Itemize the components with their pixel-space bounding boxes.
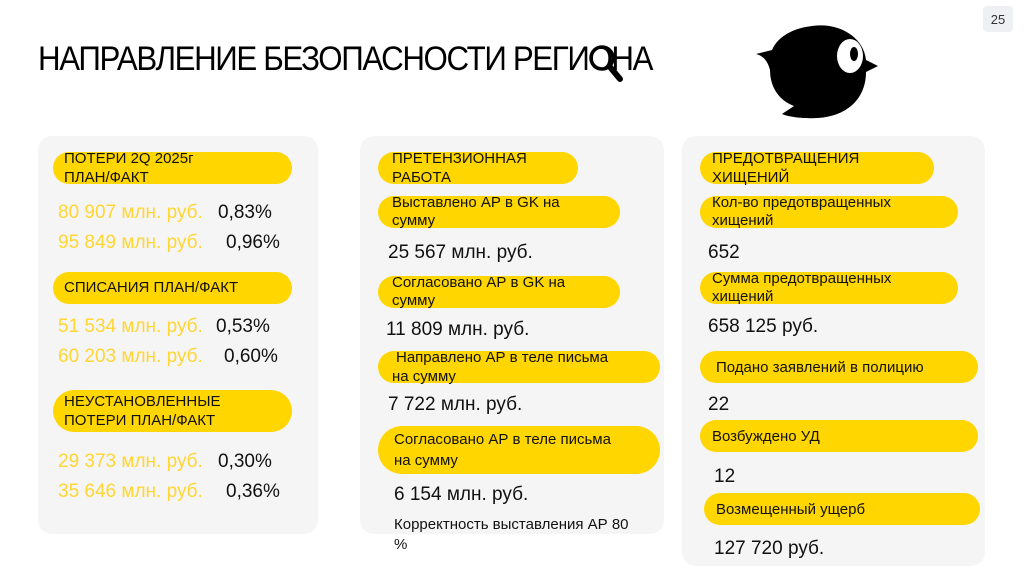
theft-item-pill	[704, 493, 980, 525]
losses-header-line1: ПОТЕРИ 2Q 2025г	[64, 150, 194, 167]
claims-item-value: 7 722 млн. руб.	[388, 394, 523, 415]
theft-item-value: 652	[708, 242, 740, 263]
theft-item-label-line1: Возбуждено УД	[712, 428, 820, 445]
claims-card: ПРЕТЕНЗИОННАЯ РАБОТА Выставлено АР в GK …	[360, 136, 664, 534]
losses-header-line2: ПЛАН/ФАКТ	[64, 169, 149, 186]
claims-item-label-line1: Выставлено АР в GK на	[392, 194, 560, 211]
theft-item-pill	[700, 351, 978, 383]
claims-header-line2: РАБОТА	[392, 169, 452, 186]
page-number-badge: 25	[983, 6, 1013, 32]
magnifier-icon	[589, 45, 623, 82]
theft-item-pill	[700, 196, 958, 228]
losses-fact-value: 95 849 млн. руб.	[58, 232, 203, 253]
theft-item-value: 12	[714, 466, 736, 487]
unidentified-losses-header-line1: НЕУСТАНОВЛЕННЫЕ	[64, 393, 221, 410]
writeoffs-fact-value: 60 203 млн. руб.	[58, 346, 203, 367]
claims-item-label-line1: Согласовано АР в GK на	[392, 274, 566, 291]
theft-item-label-line1: Кол-во предотвращенных	[712, 194, 891, 211]
theft-item-value: 22	[708, 394, 730, 415]
claims-item-label-line2: на сумму	[392, 368, 456, 385]
losses-card: ПОТЕРИ 2Q 2025г ПЛАН/ФАКТ 80 907 млн. ру…	[38, 136, 318, 534]
writeoffs-plan-value: 51 534 млн. руб.	[58, 316, 203, 337]
unidentified-losses-fact-value: 35 646 млн. руб.	[58, 481, 203, 502]
claims-item-label-line2: сумму	[392, 292, 436, 309]
theft-item-value: 658 125 руб.	[708, 316, 819, 337]
losses-header-pill	[53, 152, 292, 184]
claims-item-value: 25 567 млн. руб.	[388, 242, 533, 263]
bird-logo-icon	[756, 25, 878, 119]
writeoffs-header: СПИСАНИЯ ПЛАН/ФАКТ	[64, 279, 239, 296]
losses-plan-pct: 0,83%	[218, 202, 272, 223]
claims-item-label-line1: Направлено АР в теле письма	[396, 349, 609, 366]
claims-item-pill	[378, 196, 620, 228]
theft-prevention-header-line1: ПРЕДОТВРАЩЕНИЯ	[712, 150, 860, 167]
theft-item-label-line2: хищений	[712, 288, 774, 305]
claims-item-pill	[378, 276, 620, 308]
theft-item-label-line1: Сумма предотвращенных	[712, 270, 892, 287]
claims-item-label-line2: сумму	[392, 212, 436, 229]
unidentified-losses-header-line2: ПОТЕРИ ПЛАН/ФАКТ	[64, 412, 216, 429]
claims-header-line1: ПРЕТЕНЗИОННАЯ	[392, 150, 527, 167]
unidentified-losses-header-pill	[53, 390, 292, 432]
theft-item-label-line1: Подано заявлений в полицию	[716, 359, 924, 376]
theft-item-label-line2: хищений	[712, 212, 774, 229]
theft-item-label-line1: Возмещенный ущерб	[716, 501, 866, 518]
claims-item-pill	[378, 351, 660, 383]
unidentified-losses-plan-value: 29 373 млн. руб.	[58, 451, 203, 472]
claims-header-pill	[378, 152, 578, 184]
writeoffs-fact-pct: 0,60%	[224, 346, 278, 367]
theft-prevention-header-pill	[700, 152, 934, 184]
theft-item-pill	[700, 272, 958, 304]
theft-prevention-card: ПРЕДОТВРАЩЕНИЯ ХИЩЕНИЙ Кол-во предотвращ…	[682, 136, 985, 566]
theft-prevention-header-line2: ХИЩЕНИЙ	[712, 169, 790, 186]
writeoffs-plan-pct: 0,53%	[216, 316, 270, 337]
claims-item-value: 11 809 млн. руб.	[386, 319, 530, 340]
page-title: НАПРАВЛЕНИЕ БЕЗОПАСНОСТИ РЕГИОНА	[38, 40, 653, 78]
claims-correctness-note-line1: Корректность выставления АР 80	[394, 516, 629, 533]
claims-item-label-line2: на сумму	[394, 452, 458, 469]
unidentified-losses-fact-pct: 0,36%	[226, 481, 280, 502]
claims-correctness-note-line2: %	[394, 536, 408, 553]
theft-item-pill	[700, 420, 978, 452]
losses-fact-pct: 0,96%	[226, 232, 280, 253]
theft-item-value: 127 720 руб.	[714, 538, 825, 559]
claims-item-pill	[378, 426, 660, 474]
losses-plan-value: 80 907 млн. руб.	[58, 202, 203, 223]
claims-item-value: 6 154 млн. руб.	[394, 484, 529, 505]
writeoffs-header-pill	[53, 272, 292, 304]
unidentified-losses-plan-pct: 0,30%	[218, 451, 272, 472]
claims-item-label-line1: Согласовано АР в теле письма	[394, 431, 611, 448]
